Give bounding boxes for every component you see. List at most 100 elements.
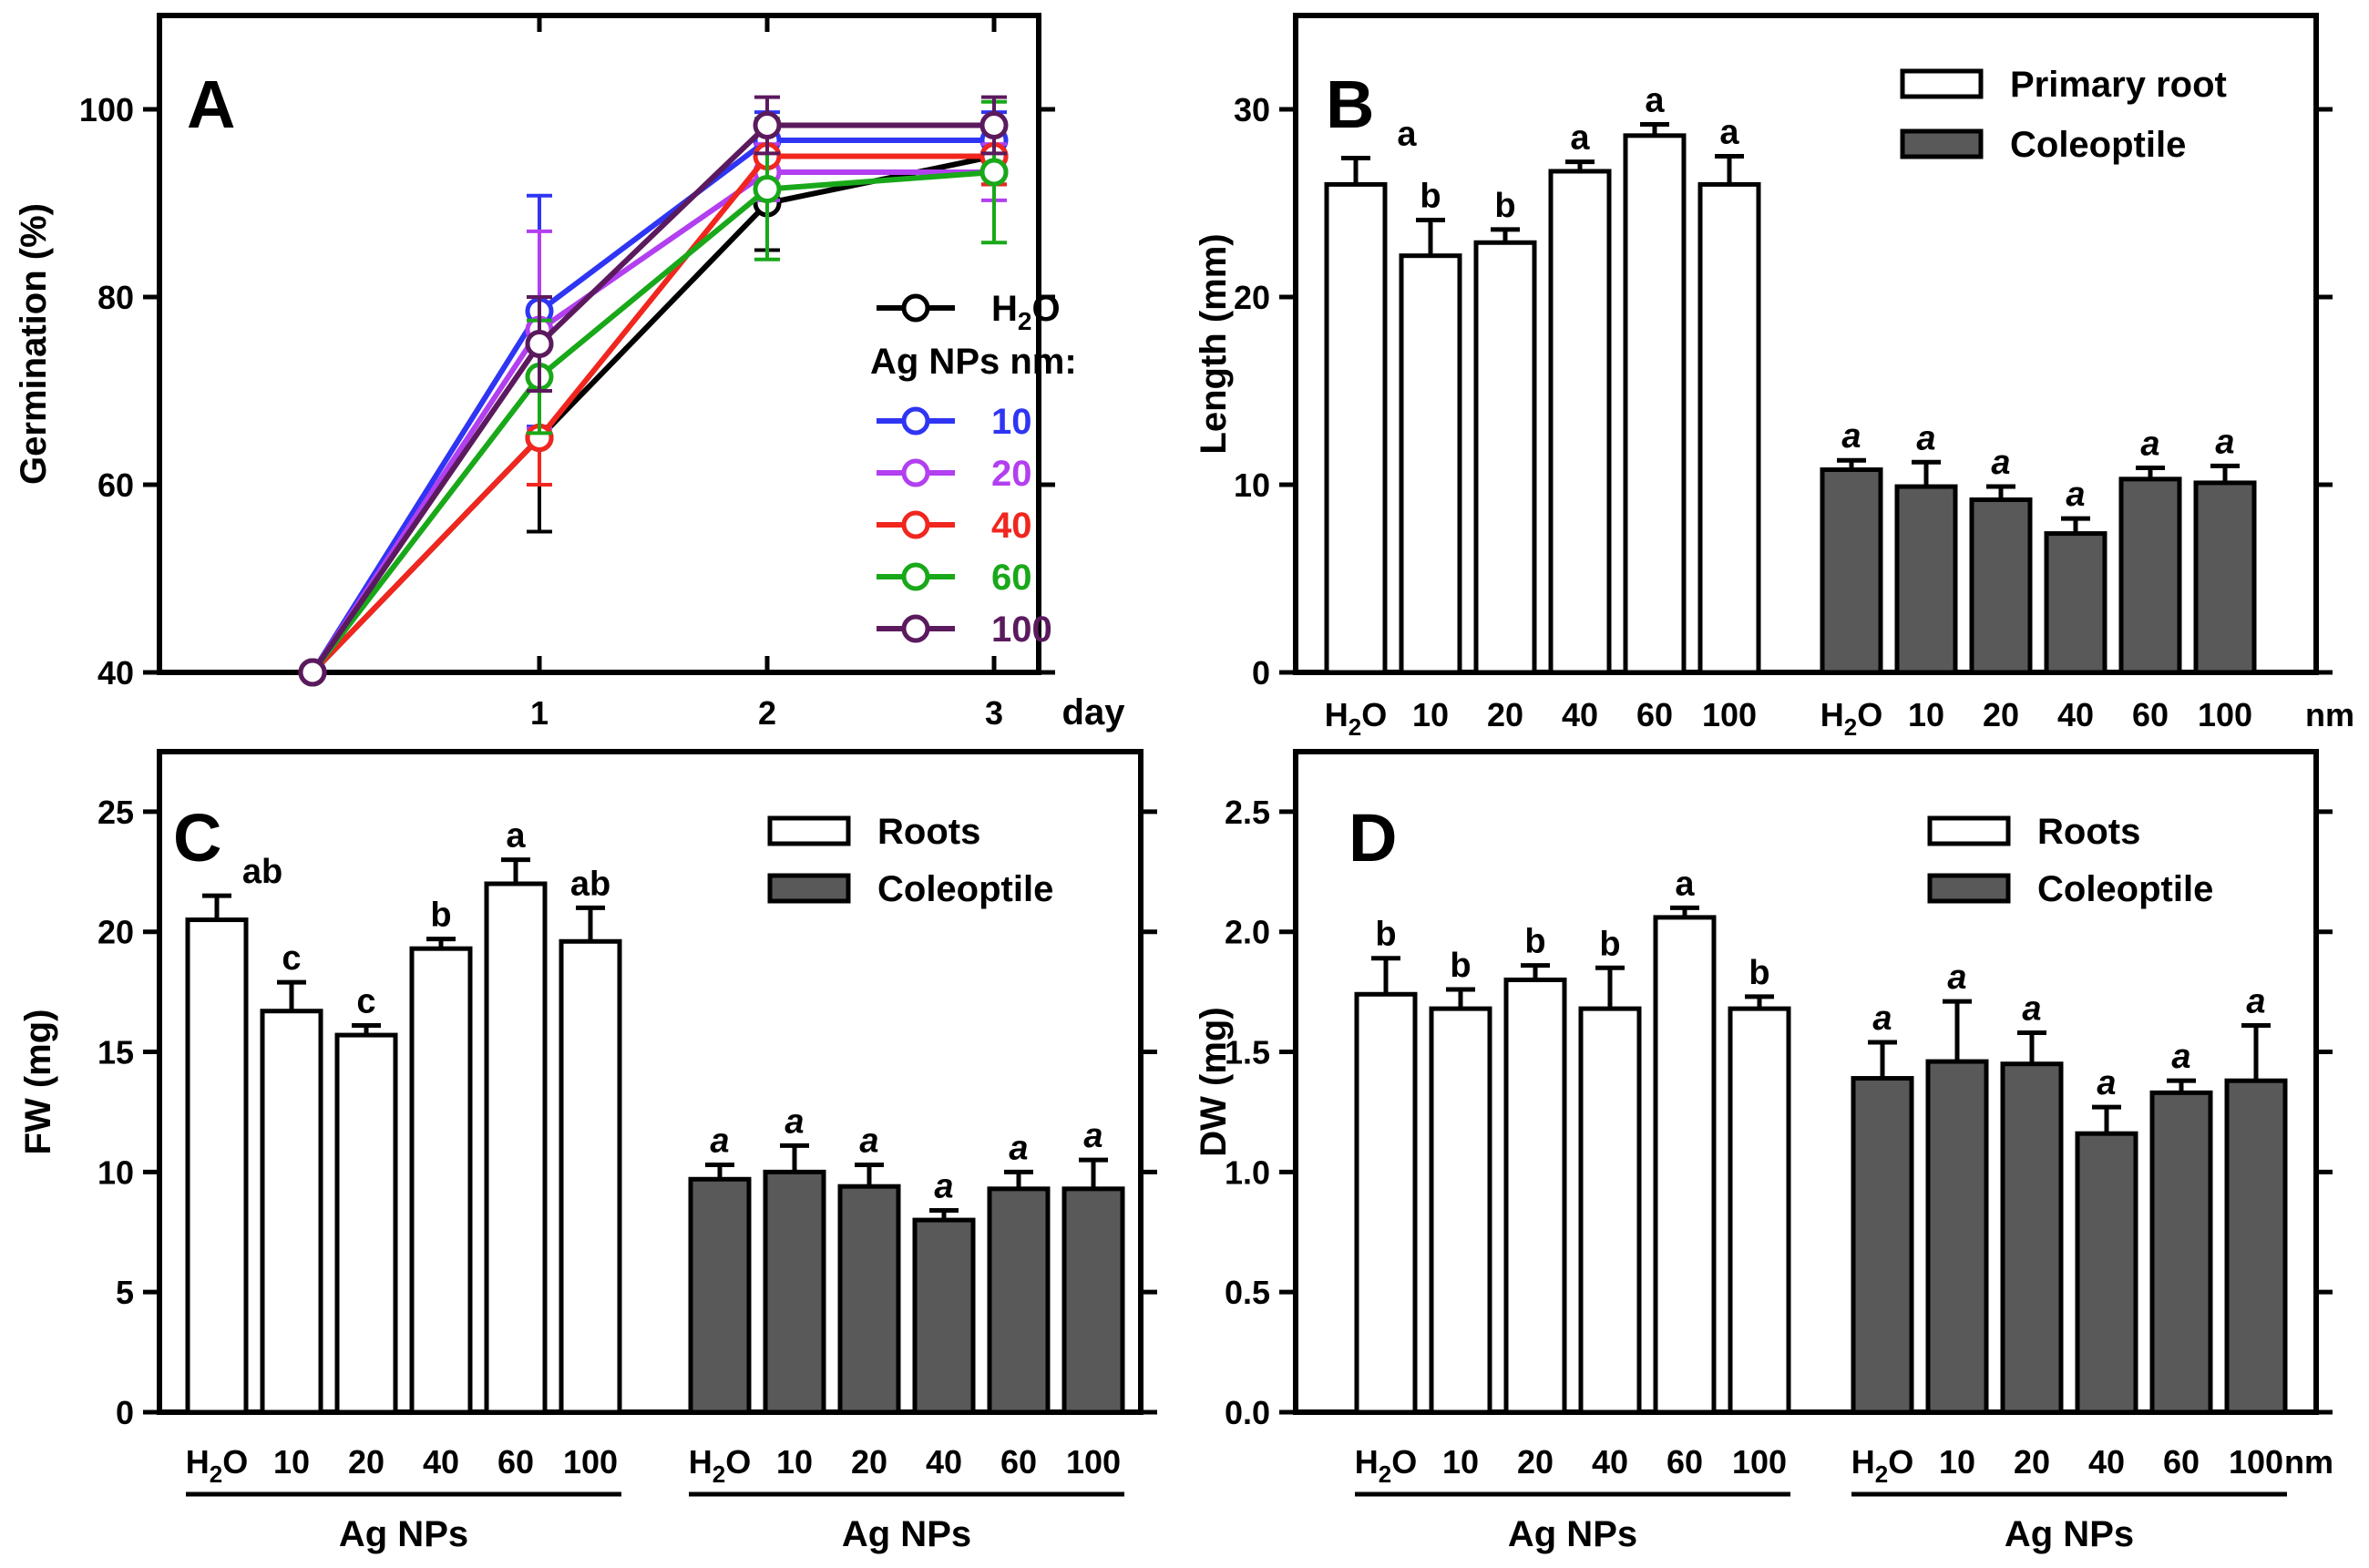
data-point-100 <box>298 658 327 687</box>
plot-frame <box>1293 13 2319 675</box>
category-label: 40 <box>2088 1443 2125 1481</box>
category-label: 20 <box>1983 696 2019 733</box>
bar-roots <box>1503 977 1567 1415</box>
y-tick-label: 100 <box>79 91 134 128</box>
category-label: 40 <box>1562 696 1598 733</box>
series-line-40 <box>310 153 994 675</box>
legend-swatch-primary-root <box>1900 68 1984 99</box>
category-label: 100 <box>2198 696 2252 733</box>
significance-letter: a <box>1872 999 1892 1038</box>
bar-coleoptile <box>2000 1061 2064 1415</box>
panel-a-germination-chart: 40 60 80 100 1 2 3 day Germination (%) A H2O Ag NPs… <box>14 13 1125 733</box>
category-label: 10 <box>1908 696 1944 733</box>
y-tick-label: 30 <box>1234 91 1270 128</box>
legend-label-40: 40 <box>991 506 1032 546</box>
y-tick-label: 25 <box>97 794 134 831</box>
significance-letter: b <box>430 897 451 935</box>
unit-label: nm <box>2305 696 2354 733</box>
data-point-100 <box>753 111 782 140</box>
y-axis-label: DW (mg) <box>1194 1007 1234 1156</box>
category-label: 100 <box>2229 1443 2283 1481</box>
y-tick-label: 15 <box>97 1034 134 1071</box>
category-label: 40 <box>423 1443 459 1481</box>
y-tick-label: 60 <box>97 466 134 504</box>
category-label: H2O <box>1325 696 1387 741</box>
y-tick-label: 5 <box>116 1274 134 1311</box>
x-tick-label: 1 <box>530 694 549 732</box>
significance-letter: b <box>1524 923 1545 961</box>
bar-coleoptile <box>2193 480 2257 675</box>
category-label: 10 <box>1442 1443 1479 1481</box>
legend-label-primary-root: Primary root <box>2010 65 2227 105</box>
legend-title: Ag NPs nm: <box>870 342 1077 382</box>
bar-primary-root <box>1697 181 1761 675</box>
category-label: 40 <box>1592 1443 1628 1481</box>
data-point-60 <box>979 158 1009 187</box>
category-label: 60 <box>1000 1443 1037 1481</box>
category-label: 20 <box>851 1443 887 1481</box>
significance-letter: a <box>1841 417 1861 456</box>
bar-roots <box>334 1032 398 1415</box>
plot-frame <box>157 749 1143 1415</box>
category-label: 100 <box>1702 696 1757 733</box>
y-tick-label: 2.5 <box>1225 794 1270 831</box>
category-label: 60 <box>497 1443 534 1481</box>
series-line-20 <box>310 169 994 674</box>
significance-letter: b <box>1450 947 1471 985</box>
bar-coleoptile <box>1061 1186 1125 1415</box>
category-label: H2O <box>689 1443 751 1488</box>
category-label: 60 <box>1667 1443 1703 1481</box>
significance-letter: a <box>1719 114 1739 152</box>
legend-marker-60 <box>901 562 930 591</box>
series-line-100 <box>310 122 994 674</box>
significance-letter: a <box>1570 119 1590 158</box>
category-label: 60 <box>1636 696 1673 733</box>
significance-letter: ab <box>242 853 282 891</box>
category-label: 100 <box>563 1443 618 1481</box>
plot-frame <box>1293 749 2319 1415</box>
bar-coleoptile <box>1894 484 1958 675</box>
category-label: 40 <box>2057 696 2094 733</box>
data-point-100 <box>979 111 1009 140</box>
legend-marker-10 <box>901 406 930 436</box>
significance-letter: a <box>1397 116 1417 154</box>
panel-c-fw-chart: 0 5 10 15 20 25 FW (mg) C ab H2O c 10 c 20 b 40 a 60 ab 100… <box>18 749 1157 1554</box>
category-label: 100 <box>1066 1443 1121 1481</box>
data-point-100 <box>525 330 554 358</box>
y-axis-label: FW (mg) <box>18 1009 58 1155</box>
significance-letter: a <box>1009 1129 1028 1167</box>
bar-primary-root <box>1473 240 1537 675</box>
significance-letter: a <box>1916 419 1935 457</box>
bar-roots <box>260 1009 323 1415</box>
category-label: 20 <box>1517 1443 1554 1481</box>
series-line-10 <box>310 137 994 674</box>
category-label: 10 <box>1939 1443 1975 1481</box>
legend-marker-20 <box>901 458 930 487</box>
category-label: H2O <box>1851 1443 1913 1488</box>
bar-coleoptile <box>2075 1131 2138 1415</box>
bar-primary-root <box>1324 181 1388 675</box>
legend-marker-40 <box>901 510 930 539</box>
category-label: 20 <box>1487 696 1523 733</box>
y-tick-label: 10 <box>97 1153 134 1191</box>
bar-roots <box>559 938 622 1415</box>
legend-swatch-coleoptile <box>767 873 851 904</box>
significance-letter: a <box>1645 81 1665 119</box>
x-tick-label: 2 <box>758 694 776 732</box>
legend-swatch-coleoptile <box>1900 128 1984 159</box>
bar-roots <box>1578 1006 1642 1415</box>
category-label: H2O <box>186 1443 248 1488</box>
bar-coleoptile <box>2044 531 2107 675</box>
legend-label-coleoptile: Coleoptile <box>2010 125 2186 165</box>
y-tick-label: 1.5 <box>1225 1034 1270 1071</box>
bar-roots <box>1429 1006 1492 1415</box>
significance-letter: a <box>2140 425 2159 463</box>
y-tick-label: 0 <box>116 1394 134 1431</box>
x-tick-label: 3 <box>985 694 1003 732</box>
significance-letter: b <box>1375 916 1396 954</box>
bar-roots <box>1653 915 1717 1415</box>
series-line-60 <box>310 169 995 674</box>
category-label: 40 <box>926 1443 962 1481</box>
significance-letter: c <box>282 939 301 978</box>
